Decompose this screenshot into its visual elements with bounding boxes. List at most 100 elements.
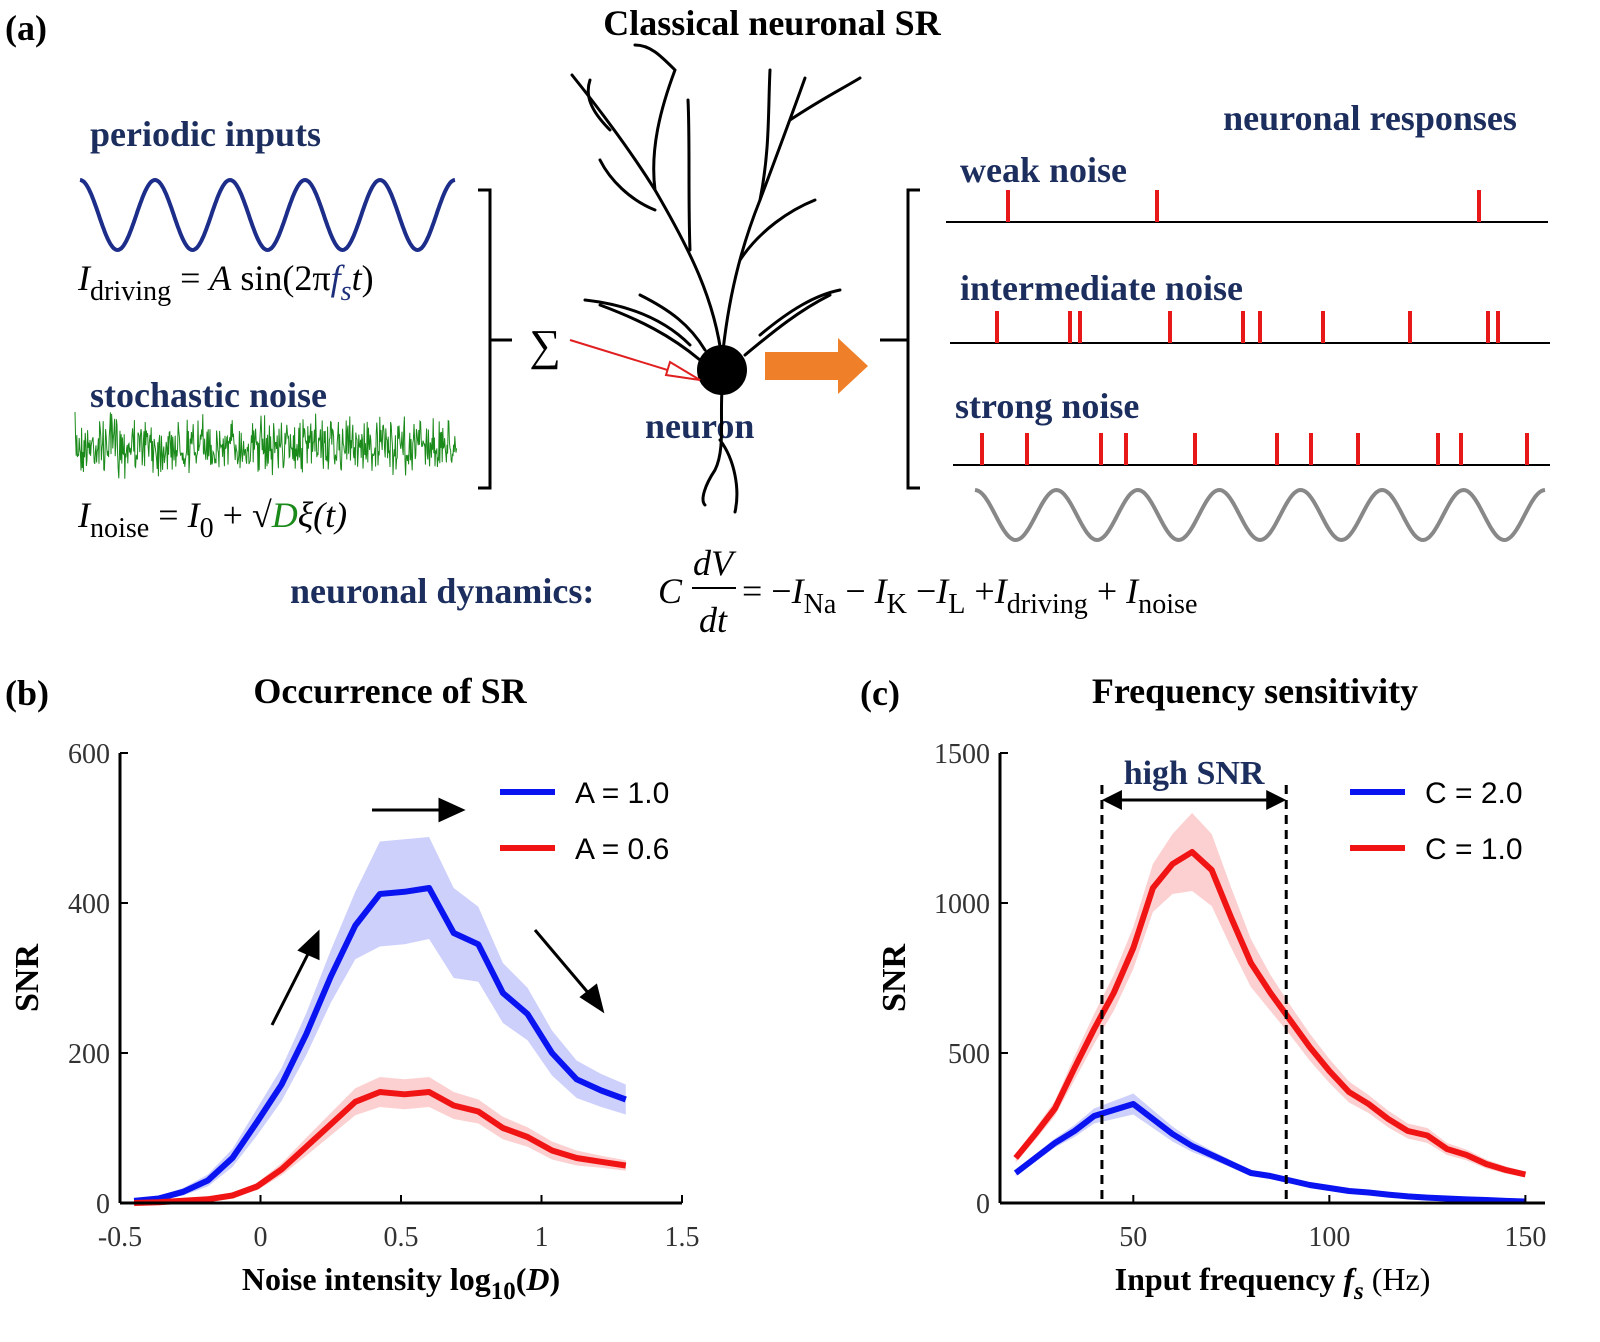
- panel-label: (c): [860, 673, 900, 713]
- text-part: s: [1353, 1278, 1364, 1305]
- label: intermediate noise: [960, 268, 1243, 308]
- text-part: noise: [90, 513, 149, 544]
- annotation: high SNR: [1124, 755, 1265, 792]
- equation: C: [658, 571, 683, 611]
- x-axis-label: Input frequency fs (Hz): [1115, 1261, 1431, 1305]
- text-part: sin(2π: [231, 258, 330, 298]
- label: periodic inputs: [90, 114, 321, 154]
- y-tick-label: 200: [68, 1039, 110, 1070]
- panel-label: (b): [5, 673, 49, 713]
- text-part: driving: [1007, 589, 1088, 620]
- arrow-head: [1101, 790, 1287, 810]
- error-band: [1015, 1093, 1526, 1202]
- equation: dt: [699, 600, 728, 640]
- y-tick-label: 1000: [934, 889, 990, 920]
- text-part: =: [149, 495, 187, 535]
- y-tick-label: 400: [68, 889, 110, 920]
- text-part: ): [549, 1261, 560, 1297]
- text-part: I: [77, 258, 92, 298]
- series-line: [1013, 849, 1527, 1178]
- series-line: [1013, 1101, 1526, 1205]
- error-band: [134, 837, 626, 1203]
- text-part: s: [341, 276, 352, 307]
- text-part: =: [171, 258, 209, 298]
- text-part: f: [1343, 1261, 1357, 1297]
- y-axis-label: SNR: [9, 944, 46, 1012]
- x-tick-label: 0: [254, 1222, 268, 1253]
- text-part: + √: [214, 495, 272, 535]
- legend-label: A = 0.6: [575, 833, 669, 866]
- text-part: I: [791, 571, 806, 611]
- text-part: K: [887, 589, 907, 620]
- text-part: I: [187, 495, 202, 535]
- x-tick-label: 0.5: [384, 1222, 419, 1253]
- text-part: 0: [200, 513, 214, 544]
- sine-wave: [974, 487, 1546, 543]
- text-part: (Hz): [1364, 1261, 1431, 1297]
- y-tick-label: 1500: [934, 739, 990, 770]
- text-part: I: [1125, 571, 1140, 611]
- chart-title: Frequency sensitivity: [1092, 671, 1418, 711]
- waves: [74, 177, 1546, 543]
- sum-symbol: ∑: [529, 321, 560, 370]
- label: neuronal responses: [1223, 98, 1517, 138]
- text-part: +: [1088, 571, 1126, 611]
- label: stochastic noise: [90, 375, 327, 415]
- text-part: +: [965, 571, 994, 611]
- text-part: ): [362, 258, 374, 298]
- text-part: D: [271, 495, 298, 535]
- equation: = −INa − IK −IL +Idriving + Inoise: [742, 571, 1197, 620]
- text-part: = −: [742, 571, 792, 611]
- soma: [697, 345, 747, 395]
- panel-title: Classical neuronal SR: [603, 3, 941, 43]
- text-part: Noise intensity log: [242, 1261, 491, 1297]
- equation: Idriving = A sin(2πfst): [77, 258, 374, 307]
- text-part: Input frequency: [1115, 1261, 1344, 1297]
- text-part: I: [874, 571, 889, 611]
- bracket: [478, 188, 512, 490]
- equation: dV: [693, 543, 737, 583]
- sine-wave: [79, 177, 456, 253]
- x-tick-label: 150: [1504, 1222, 1546, 1253]
- text-part: I: [77, 495, 92, 535]
- label: neuron: [645, 406, 754, 446]
- text-part: I: [994, 571, 1009, 611]
- text-part: D: [525, 1261, 549, 1297]
- trend-arrows: [270, 797, 605, 1026]
- y-axis-label: SNR: [876, 944, 913, 1012]
- x-tick-label: 1.5: [665, 1222, 700, 1253]
- series-line: [134, 1089, 627, 1206]
- arrow: [765, 338, 868, 394]
- x-tick-label: 1: [535, 1222, 549, 1253]
- text-part: A: [207, 258, 232, 298]
- text-part: (: [516, 1261, 527, 1297]
- label: weak noise: [960, 150, 1127, 190]
- bracket: [880, 188, 920, 490]
- neuron-drawing: [569, 43, 862, 514]
- x-tick-label: 50: [1119, 1222, 1147, 1253]
- text-part: Na: [804, 589, 837, 620]
- y-tick-label: 600: [68, 739, 110, 770]
- text-part: 10: [491, 1278, 516, 1305]
- x-axis-label: Noise intensity log10(D): [242, 1261, 560, 1305]
- legend-label: C = 1.0: [1425, 833, 1523, 866]
- legend-label: C = 2.0: [1425, 777, 1523, 810]
- y-tick-label: 0: [96, 1189, 110, 1220]
- text-part: t: [352, 258, 363, 298]
- text-part: I: [935, 571, 950, 611]
- text-part: L: [948, 589, 965, 620]
- chart-title: Occurrence of SR: [253, 671, 527, 711]
- y-tick-label: 0: [976, 1189, 990, 1220]
- legend-label: A = 1.0: [575, 777, 669, 810]
- text-part: noise: [1138, 589, 1197, 620]
- noise-trace: [74, 411, 458, 479]
- panel-label: (a): [5, 8, 47, 48]
- text-part: −: [836, 571, 874, 611]
- x-tick-label: -0.5: [98, 1222, 142, 1253]
- text-part: driving: [90, 276, 171, 307]
- x-tick-label: 100: [1308, 1222, 1350, 1253]
- label: strong noise: [955, 386, 1139, 426]
- series-line: [133, 885, 627, 1204]
- text-part: ξ(t): [298, 495, 347, 535]
